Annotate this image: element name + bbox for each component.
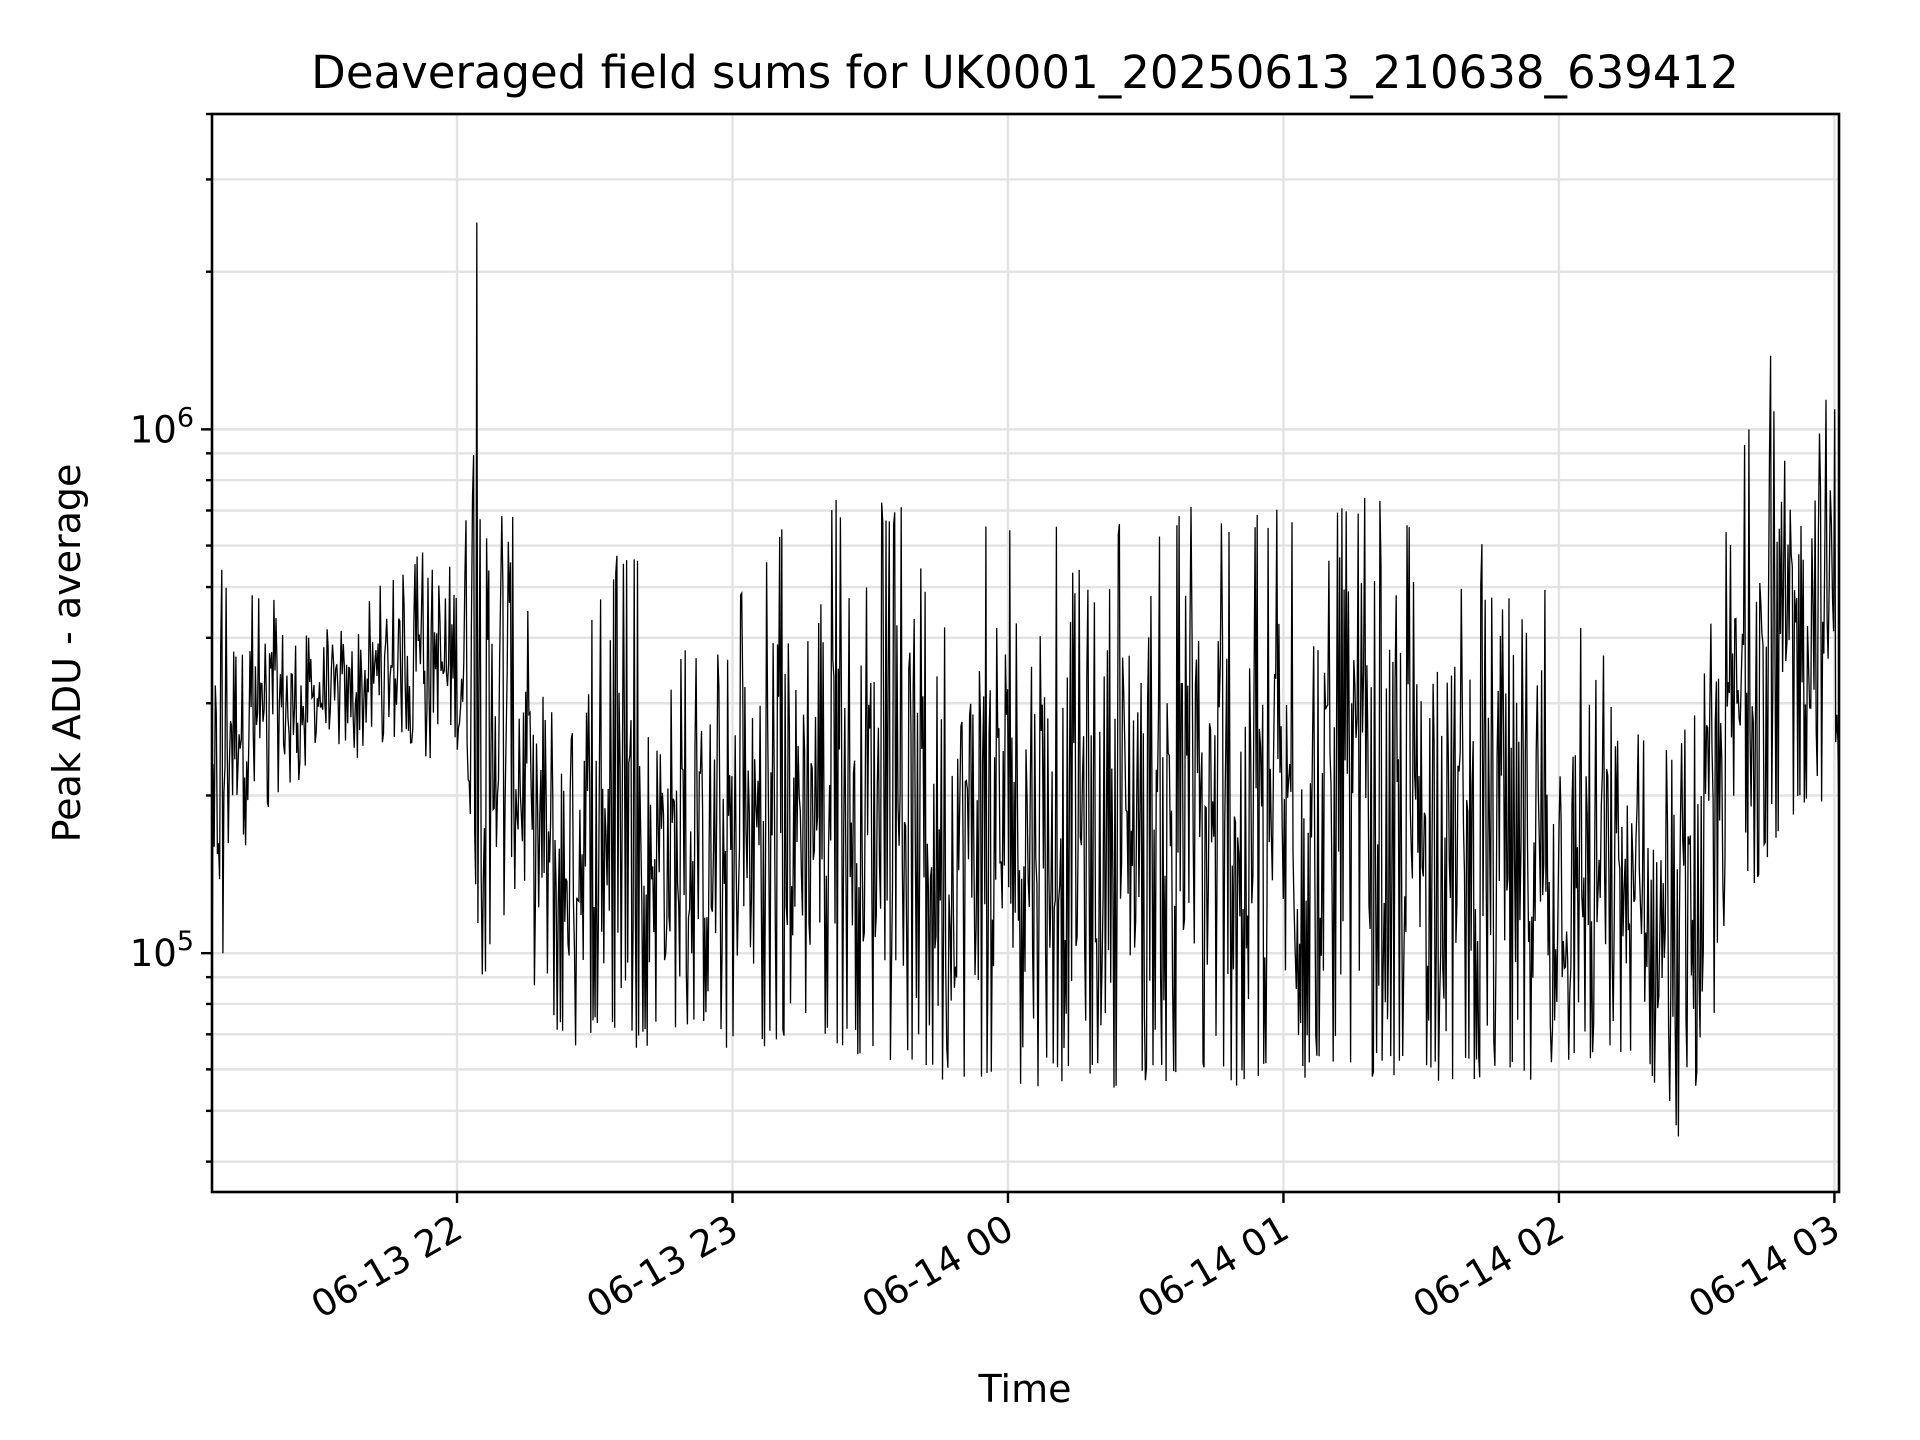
x-tick-label: 06-14 01 [1130,1207,1296,1327]
x-tick-label: 06-14 00 [855,1207,1021,1327]
y-tick-label: 106 [130,402,194,451]
series-line-group [211,222,1840,1137]
x-tick-label: 06-14 03 [1681,1207,1847,1327]
series-line [211,222,1840,1137]
grid-lines [212,112,1839,1192]
plot-frame [210,112,1841,1194]
y-tick-label: 105 [130,926,194,975]
x-tick-label: 06-14 02 [1406,1207,1572,1327]
chart-title: Deaveraged field sums for UK0001_2025061… [311,46,1739,99]
x-tick-label: 06-13 23 [579,1207,745,1327]
y-axis-label: Peak ADU - average [45,464,89,843]
x-tick-label: 06-13 22 [304,1207,470,1327]
x-axis-label: Time [978,1367,1072,1411]
